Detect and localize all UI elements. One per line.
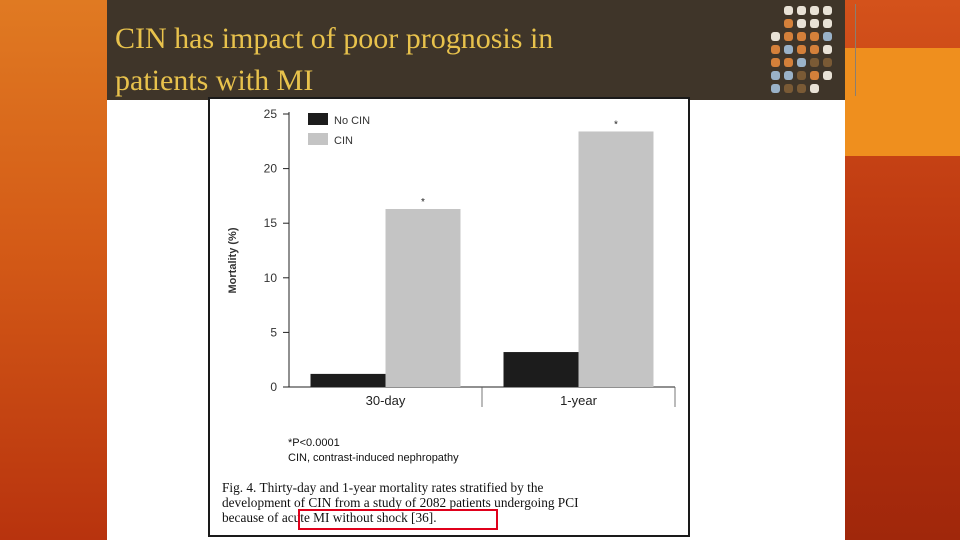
decorative-dot: [823, 19, 832, 28]
decorative-dot: [810, 32, 819, 41]
legend-label: CIN: [334, 135, 353, 147]
legend-swatch: [308, 133, 328, 145]
title-divider: [855, 4, 856, 96]
decorative-dot: [784, 19, 793, 28]
decorative-dot-grid: [771, 6, 832, 93]
decorative-dot: [797, 6, 806, 15]
decorative-dot: [823, 6, 832, 15]
decorative-dot: [810, 6, 819, 15]
background-left-panel: [0, 0, 107, 540]
y-tick-label: 0: [270, 380, 277, 394]
decorative-dot: [823, 32, 832, 41]
caption-highlight-box: [298, 509, 498, 530]
decorative-dot: [797, 19, 806, 28]
bar-cin: [385, 209, 461, 387]
decorative-dot: [797, 58, 806, 67]
decorative-dot: [823, 71, 832, 80]
legend-swatch: [308, 113, 328, 125]
decorative-dot: [784, 58, 793, 67]
y-tick-label: 20: [264, 162, 278, 176]
decorative-dot: [810, 45, 819, 54]
significance-marker: *: [614, 119, 618, 130]
abbreviation-note: CIN, contrast-induced nephropathy: [288, 452, 459, 464]
decorative-dot: [771, 84, 780, 93]
decorative-dot: [810, 58, 819, 67]
decorative-dot: [771, 32, 780, 41]
caption-highlighted-text: acute MI without shock [36].: [281, 510, 437, 525]
y-tick-label: 5: [270, 325, 277, 339]
decorative-dot: [810, 84, 819, 93]
decorative-dot: [810, 19, 819, 28]
y-tick-label: 25: [264, 107, 278, 121]
background-right-accent: [845, 48, 960, 156]
significance-marker: *: [421, 197, 425, 208]
figure-caption: Fig. 4. Thirty-day and 1-year mortality …: [222, 480, 684, 525]
caption-line-3: because of acute MI without shock [36].: [222, 510, 684, 525]
decorative-dot: [784, 84, 793, 93]
decorative-dot: [784, 32, 793, 41]
decorative-dot: [784, 71, 793, 80]
y-tick-label: 10: [264, 271, 278, 285]
mortality-bar-chart: 0 5 10 15 20 25 Mortality (%) 30-day * 1-year * No …: [227, 107, 676, 408]
bar-no-cin: [503, 352, 579, 387]
bar-no-cin: [310, 373, 386, 387]
caption-line-3-prefix: because of: [222, 510, 282, 525]
figure-frame: 0 5 10 15 20 25 Mortality (%) 30-day * 1-year * No …: [208, 97, 690, 537]
decorative-dot: [784, 6, 793, 15]
decorative-dot: [810, 71, 819, 80]
significance-note: *P<0.0001: [288, 437, 340, 449]
decorative-dot: [771, 71, 780, 80]
bar-cin: [578, 131, 654, 387]
y-tick-label: 15: [264, 216, 278, 230]
x-tick-label: 1-year: [560, 393, 598, 408]
y-axis-label: Mortality (%): [227, 227, 239, 293]
decorative-dot: [797, 45, 806, 54]
figure-notes: *P<0.0001 CIN, contrast-induced nephropa…: [288, 436, 750, 466]
slide-title-line-1: CIN has impact of poor prognosis in: [115, 22, 554, 55]
decorative-dot: [823, 45, 832, 54]
caption-line-1: Fig. 4. Thirty-day and 1-year mortality …: [222, 480, 544, 495]
caption-line-2: development of CIN from a study of 2082 …: [222, 495, 579, 510]
slide-title: CIN has impact of poor prognosis in pati…: [115, 18, 735, 102]
decorative-dot: [784, 45, 793, 54]
x-tick-label: 30-day: [366, 393, 406, 408]
decorative-dot: [797, 71, 806, 80]
decorative-dot: [771, 45, 780, 54]
decorative-dot: [797, 32, 806, 41]
title-bar: CIN has impact of poor prognosis in pati…: [107, 0, 856, 102]
decorative-dot: [771, 58, 780, 67]
decorative-dot: [797, 84, 806, 93]
slide-title-line-2: patients with MI: [115, 64, 314, 97]
legend-label: No CIN: [334, 115, 370, 127]
decorative-dot: [823, 58, 832, 67]
